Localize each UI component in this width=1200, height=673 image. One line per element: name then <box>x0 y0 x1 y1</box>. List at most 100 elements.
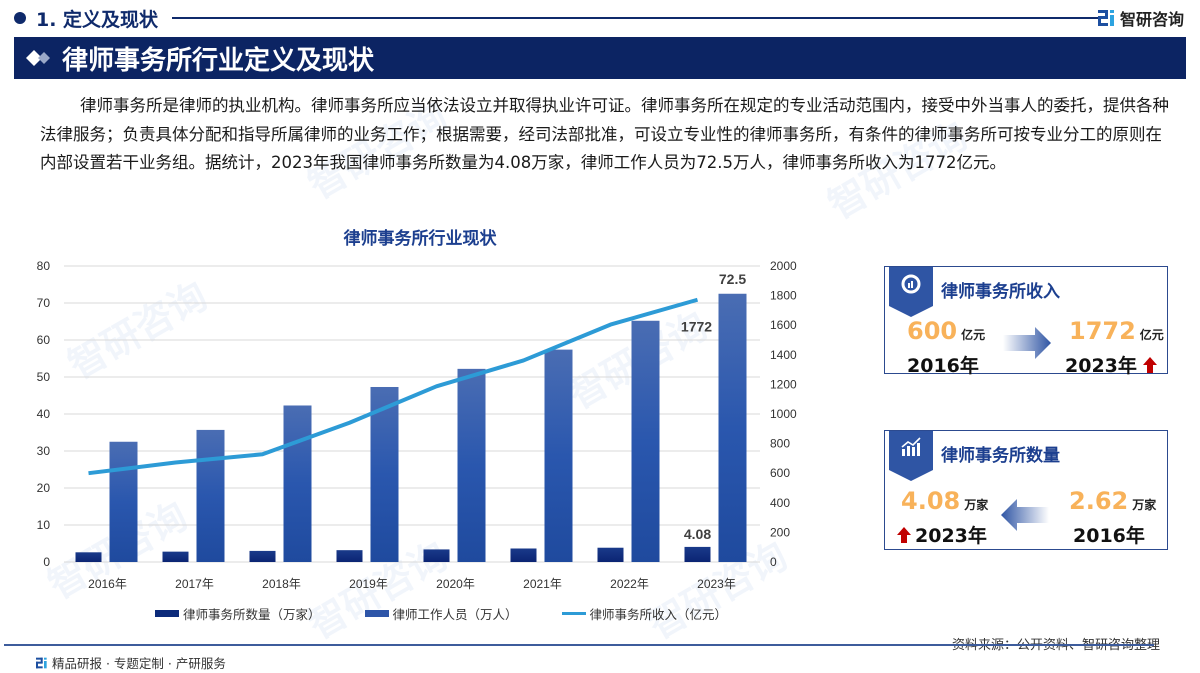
count-to-year: 2023年 <box>915 525 987 547</box>
y-tick-right: 0 <box>770 555 777 569</box>
unit-label: 亿元 <box>1139 328 1164 342</box>
legend-label: 律师工作人员（万人） <box>392 607 518 622</box>
legend-label: 律师事务所收入（亿元） <box>589 607 728 622</box>
count-2016-value: 2.62 <box>1069 487 1129 515</box>
footer-divider <box>4 644 1154 646</box>
card-title: 律师事务所数量 <box>941 445 1060 466</box>
count-to: 4.08 万家 <box>901 487 988 515</box>
revenue-from-year: 2016年 <box>907 355 979 377</box>
y-tick-right: 1200 <box>770 377 797 391</box>
chart-legend: 律师事务所数量（万家） 律师工作人员（万人） 律师事务所收入（亿元） <box>155 604 727 623</box>
data-label-lawyers: 72.5 <box>719 271 746 287</box>
y-tick-left: 80 <box>37 259 51 273</box>
y-tick-left: 20 <box>37 481 51 495</box>
bar-firm-count <box>510 548 537 562</box>
y-tick-right: 2000 <box>770 259 797 273</box>
x-tick: 2020年 <box>436 577 475 591</box>
revenue-line <box>88 297 699 476</box>
legend-swatch <box>364 610 389 617</box>
y-tick-right: 400 <box>770 496 790 510</box>
y-tick-right: 600 <box>770 466 790 480</box>
brand-logo: 智研咨询 <box>1097 6 1184 30</box>
legend-item-firms: 律师事务所数量（万家） <box>155 604 321 623</box>
legend-item-revenue: 律师事务所收入（亿元） <box>561 604 728 623</box>
arrow-left-icon <box>1001 499 1049 531</box>
bar-firm-count <box>75 552 102 562</box>
y-tick-right: 1000 <box>770 407 797 421</box>
footer-tagline-text: 精品研报 · 专题定制 · 产研服务 <box>52 656 226 671</box>
count-from-year: 2016年 <box>1073 525 1145 547</box>
unit-label: 万家 <box>1132 498 1157 512</box>
revenue-card: 律师事务所收入 600 亿元 2016年 1772 亿元 2023年 <box>884 266 1168 377</box>
count-from: 2.62 万家 <box>1069 487 1156 515</box>
x-tick: 2021年 <box>523 577 562 591</box>
data-label-revenue: 1772 <box>681 319 712 335</box>
bar-firm-count <box>423 549 450 562</box>
section-title: 1. 定义及现状 <box>36 8 159 31</box>
x-tick: 2019年 <box>349 577 388 591</box>
revenue-to: 1772 亿元 <box>1069 317 1164 345</box>
growth-chart-icon <box>889 431 933 481</box>
pie-chart-icon <box>889 267 933 317</box>
bar-lawyer-count <box>283 405 312 562</box>
count-2023-value: 4.08 <box>901 487 961 515</box>
x-tick: 2016年 <box>88 577 127 591</box>
y-tick-right: 1800 <box>770 289 797 303</box>
bar-lawyer-count <box>631 320 660 562</box>
diamond-icon <box>26 50 50 66</box>
bar-lawyer-count <box>370 386 399 562</box>
y-tick-right: 1600 <box>770 318 797 332</box>
logo-icon <box>36 657 47 669</box>
bar-firm-count <box>162 551 189 562</box>
y-tick-right: 800 <box>770 437 790 451</box>
x-tick: 2018年 <box>262 577 301 591</box>
unit-label: 万家 <box>964 498 989 512</box>
bar-lawyer-count <box>544 349 573 562</box>
bar-firm-count <box>249 550 276 562</box>
card-header: 律师事务所数量 <box>885 431 1167 481</box>
card-header: 律师事务所收入 <box>885 267 1167 317</box>
legend-swatch <box>155 610 179 617</box>
bar-lawyer-count <box>457 368 486 562</box>
revenue-2023-value: 1772 <box>1069 317 1136 345</box>
banner-title: 律师事务所行业定义及现状 <box>62 45 375 76</box>
revenue-from: 600 亿元 <box>907 317 985 345</box>
y-tick-left: 30 <box>37 444 51 458</box>
combo-chart: 0102030405060708002004006008001000120014… <box>37 259 797 591</box>
x-tick: 2017年 <box>175 577 214 591</box>
bullet-dot-icon <box>14 12 26 24</box>
footer-tagline: 精品研报 · 专题定制 · 产研服务 <box>36 653 226 672</box>
up-arrow-icon <box>897 526 911 543</box>
bar-firm-count <box>336 550 363 562</box>
section-header: 1. 定义及现状 <box>14 4 1114 32</box>
bar-lawyer-count <box>718 293 747 562</box>
header-divider <box>172 17 1098 19</box>
firm-count-card: 律师事务所数量 4.08 万家 2023年 2.62 万家 2016年 <box>884 430 1168 550</box>
unit-label: 亿元 <box>961 328 986 342</box>
y-tick-left: 0 <box>43 555 50 569</box>
x-tick: 2022年 <box>610 577 649 591</box>
y-tick-left: 70 <box>37 296 51 310</box>
chart-title: 律师事务所行业现状 <box>343 229 497 249</box>
data-label-firms: 4.08 <box>684 526 711 542</box>
title-banner: 律师事务所行业定义及现状 <box>14 37 1186 79</box>
y-tick-right: 1400 <box>770 348 797 362</box>
bar-firm-count <box>597 547 624 562</box>
y-tick-left: 40 <box>37 407 51 421</box>
logo-text: 智研咨询 <box>1119 10 1184 29</box>
y-tick-right: 200 <box>770 525 790 539</box>
bar-lawyer-count <box>109 441 138 562</box>
y-tick-left: 50 <box>37 370 51 384</box>
legend-swatch <box>561 612 586 615</box>
revenue-2016-value: 600 <box>907 317 958 345</box>
legend-label: 律师事务所数量（万家） <box>183 607 321 622</box>
y-tick-left: 60 <box>37 333 51 347</box>
logo-icon <box>1097 10 1114 26</box>
bar-lawyer-count <box>196 429 225 562</box>
legend-item-lawyers: 律师工作人员（万人） <box>364 604 518 623</box>
bar-firm-count <box>684 546 711 562</box>
revenue-to-year: 2023年 <box>1065 355 1137 377</box>
x-tick: 2023年 <box>697 577 736 591</box>
up-arrow-icon <box>1142 356 1157 373</box>
intro-paragraph: 律师事务所是律师的执业机构。律师事务所应当依法设立并取得执业许可证。律师事务所在… <box>40 96 1169 172</box>
